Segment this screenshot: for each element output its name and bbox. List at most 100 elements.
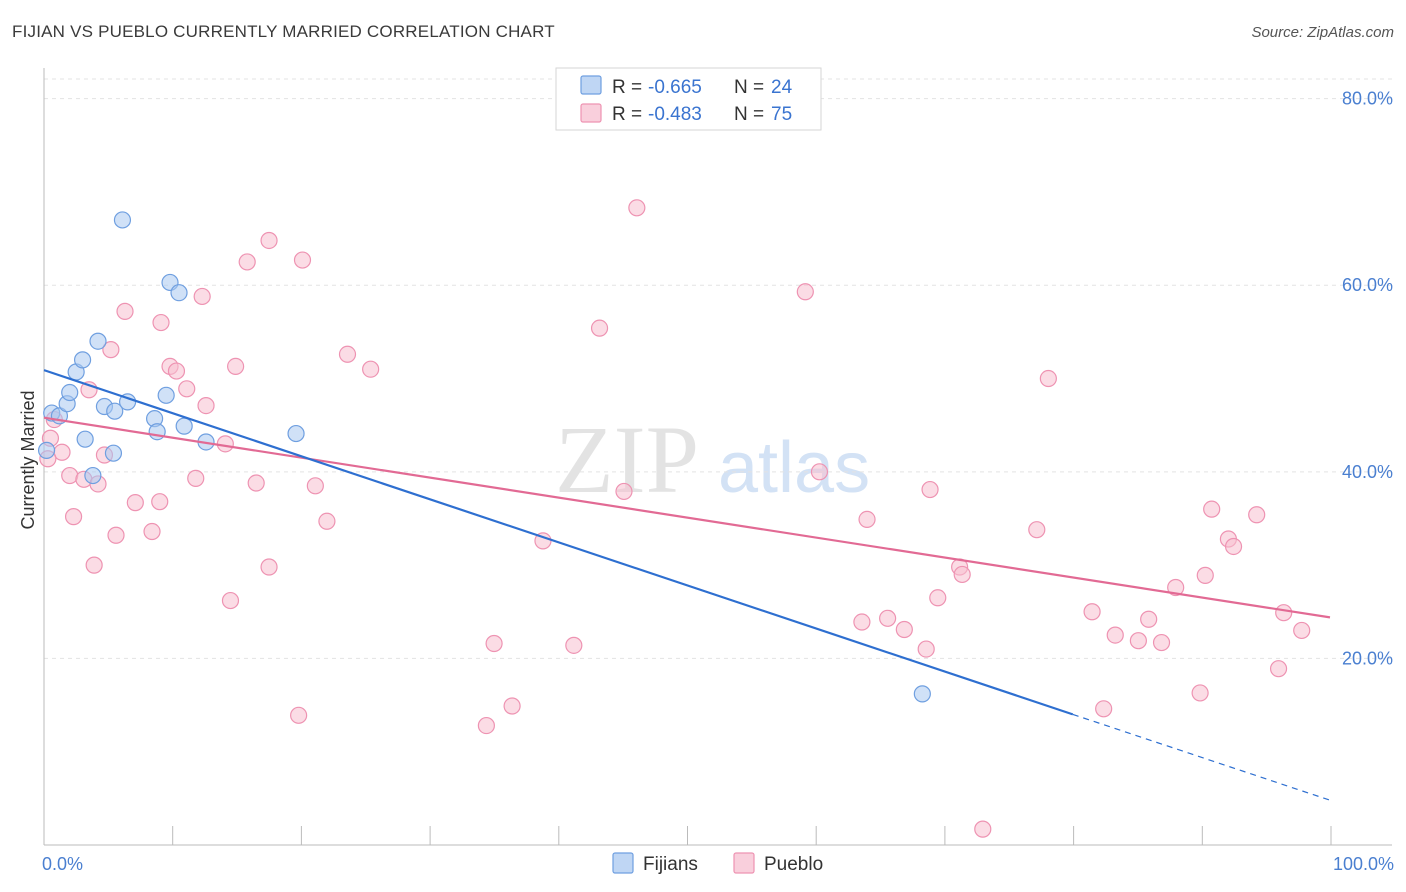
legend-pueblo-swatch <box>733 852 755 874</box>
fijians-point <box>175 417 193 435</box>
pueblo-point <box>1140 610 1158 628</box>
watermark-atlas: atlas <box>718 428 870 508</box>
pueblo-point <box>293 251 312 269</box>
pueblo-point <box>290 706 308 724</box>
pueblo-point <box>216 435 234 453</box>
y-tick-label: 60.0% <box>1342 275 1393 295</box>
chart-title: FIJIAN VS PUEBLO CURRENTLY MARRIED CORRE… <box>12 22 555 41</box>
pueblo-point <box>1129 632 1147 650</box>
pueblo-point <box>260 558 278 576</box>
pueblo-points <box>39 199 1311 838</box>
pueblo-point <box>590 319 609 337</box>
pueblo-point <box>503 697 521 715</box>
pueblo-point <box>64 508 83 526</box>
pueblo-point <box>477 716 495 735</box>
pueblo-point <box>178 380 196 398</box>
y-tick-label: 40.0% <box>1342 462 1393 482</box>
pueblo-point <box>362 360 380 378</box>
fijians-point <box>113 211 132 229</box>
fijians-points <box>37 211 931 703</box>
fijians-point <box>913 685 931 703</box>
pueblo-point <box>102 341 120 359</box>
pueblo-point <box>1275 604 1293 622</box>
pueblo-point <box>151 493 169 511</box>
fijians-point <box>84 466 102 485</box>
pueblo-point <box>1106 626 1124 644</box>
y-tick-label: 80.0% <box>1342 89 1393 109</box>
pueblo-point <box>1196 566 1214 584</box>
pueblo-point <box>1191 684 1209 702</box>
pueblo-point <box>485 634 503 653</box>
pueblo-point <box>338 345 357 363</box>
pueblo-point <box>953 565 971 584</box>
pueblo-point <box>187 469 205 487</box>
pueblo-point <box>921 480 939 499</box>
pueblo-point <box>853 613 871 631</box>
x-tick-label-max: 100.0% <box>1333 854 1394 874</box>
fijians-point <box>157 386 175 404</box>
pueblo-point <box>1152 633 1171 652</box>
pueblo-point <box>227 357 245 376</box>
pueblo-trend-line <box>43 416 1331 619</box>
fijians-point <box>76 430 94 448</box>
pueblo-point <box>895 620 913 639</box>
fijians-point <box>89 332 107 350</box>
pueblo-point <box>126 494 144 512</box>
x-tick-label-min: 0.0% <box>42 854 83 874</box>
fijians-point <box>104 444 123 462</box>
pueblo-point <box>796 283 814 301</box>
series-legend: Fijians Pueblo <box>612 852 823 875</box>
pueblo-point <box>810 463 829 481</box>
pueblo-point <box>1083 603 1101 621</box>
chart-source: Source: ZipAtlas.com <box>1251 24 1394 41</box>
legend-pueblo-label: Pueblo <box>764 854 823 875</box>
pueblo-point <box>107 526 125 544</box>
pueblo-point <box>1224 537 1243 556</box>
pueblo-swatch <box>580 103 602 123</box>
pueblo-r-value: -0.483 <box>648 104 702 125</box>
watermark: ZIP atlas <box>555 406 870 513</box>
fijians-trend-line <box>43 369 1074 716</box>
fijians-n-value: 24 <box>771 77 793 98</box>
pueblo-point <box>85 556 103 574</box>
pueblo-point <box>1028 521 1046 539</box>
fijians-r-value: -0.665 <box>648 77 702 98</box>
fijians-r-label: R = <box>612 77 642 98</box>
legend-fijians-label: Fijians <box>643 854 698 875</box>
pueblo-point <box>193 287 211 306</box>
fijians-trend-extension <box>1072 713 1331 801</box>
fijians-point <box>170 284 188 302</box>
pueblo-point <box>1039 369 1057 388</box>
pueblo-point <box>238 253 256 271</box>
pueblo-point <box>615 482 633 501</box>
pueblo-point <box>1248 506 1266 524</box>
grid-lines <box>44 78 1392 659</box>
pueblo-point <box>197 396 215 415</box>
pueblo-point <box>879 609 897 627</box>
pueblo-point <box>1269 660 1288 678</box>
pueblo-point <box>929 589 947 607</box>
y-tick-label: 20.0% <box>1342 648 1393 668</box>
fijians-n-label: N = <box>734 77 764 98</box>
pueblo-point <box>1203 500 1221 518</box>
pueblo-point <box>247 474 265 492</box>
pueblo-point <box>260 231 278 250</box>
pueblo-point <box>917 640 935 658</box>
pueblo-point <box>152 313 170 332</box>
fijians-point <box>287 424 305 443</box>
pueblo-point <box>167 362 186 380</box>
pueblo-point <box>1293 621 1311 640</box>
pueblo-point <box>221 591 240 610</box>
pueblo-point <box>61 466 79 485</box>
x-tick-labels: 0.0% 100.0% <box>42 854 1394 874</box>
fijians-point <box>37 441 56 459</box>
pueblo-r-label: R = <box>612 104 642 125</box>
fijians-point <box>73 351 92 369</box>
correlation-legend: R = -0.665 N = 24 R = -0.483 N = 75 <box>555 67 822 131</box>
fijians-point <box>106 402 124 420</box>
y-axis-title: Currently Married <box>18 390 38 529</box>
pueblo-point <box>565 636 583 654</box>
legend-fijians-swatch <box>612 852 634 874</box>
pueblo-point <box>143 522 161 541</box>
pueblo-point <box>1095 700 1113 718</box>
